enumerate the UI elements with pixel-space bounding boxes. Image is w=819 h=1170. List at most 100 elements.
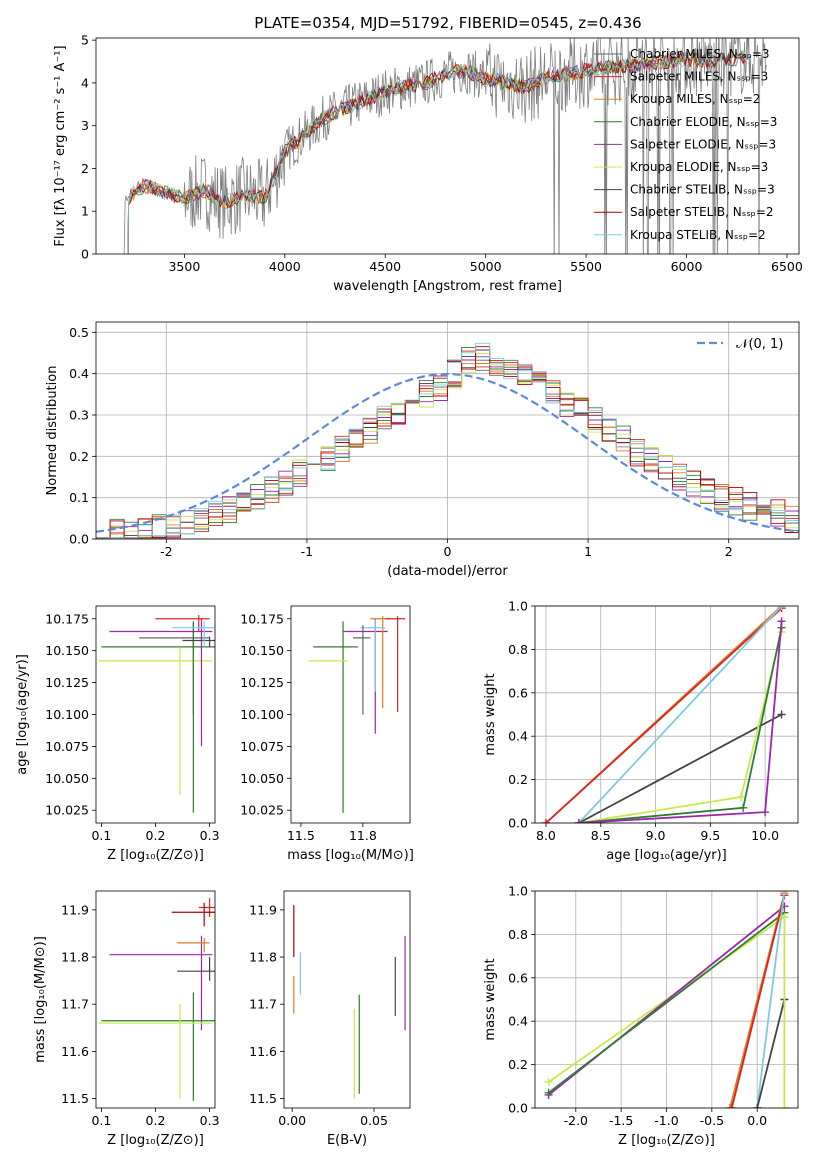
mass-weight-marker bbox=[725, 1104, 734, 1108]
y-tick-label: 0 bbox=[81, 247, 89, 262]
x-tick-label: 1 bbox=[584, 544, 592, 559]
y-tick-label: 1.0 bbox=[508, 884, 528, 899]
y-tick-label: 5 bbox=[81, 33, 89, 48]
y-tick-label: 10.025 bbox=[45, 803, 89, 818]
mass-weight-line bbox=[545, 607, 783, 823]
panel-mass-weight-vs-age: 8.0 8.5 9.0 9.5 10.0 0.0 0.2 0.4 0.6 0.8 1.0 age [l… bbox=[483, 599, 799, 863]
x-tick-label: -1 bbox=[301, 544, 313, 559]
axes-border bbox=[534, 605, 799, 824]
axes-frame: 11.5 11.8 10.025 10.050 10.075 10.100 10.125 10… bbox=[240, 605, 414, 863]
mass-weight-marker bbox=[777, 617, 786, 626]
mass-weight-line bbox=[756, 999, 786, 1108]
y-tick-label: 0.5 bbox=[69, 325, 89, 340]
axes-frame: 3500 4000 4500 5000 5500 6000 6500 0 1 2 3 4 5 wavele… bbox=[53, 33, 803, 294]
y-axis-label: Flux [fλ 10⁻¹⁷ erg cm⁻² s⁻¹ A⁻¹] bbox=[53, 45, 68, 246]
x-tick-label: 6500 bbox=[771, 259, 803, 274]
y-tick-label: 0.1 bbox=[69, 490, 89, 505]
x-tick-label: 8.5 bbox=[591, 828, 611, 843]
y-tick-label: 11.6 bbox=[61, 1044, 89, 1059]
mass-weight-marker bbox=[761, 808, 770, 817]
legend-label: Chabrier STELIB, Nₛₛₚ=3 bbox=[630, 183, 775, 197]
y-tick-label: 10.075 bbox=[45, 739, 89, 754]
y-axis-label: Normed distribution bbox=[45, 366, 60, 496]
x-tick-label: 0 bbox=[444, 544, 452, 559]
mass-weight-line bbox=[578, 627, 783, 823]
x-tick-label: -1.5 bbox=[609, 1113, 633, 1128]
y-tick-label: 10.125 bbox=[45, 675, 89, 690]
y-tick-label: 0.0 bbox=[508, 1101, 528, 1116]
y-tick-label: 10.050 bbox=[240, 771, 284, 786]
x-tick-label: -2 bbox=[160, 544, 172, 559]
y-tick-label: 0.6 bbox=[508, 970, 528, 985]
x-tick-label: -2.0 bbox=[564, 1113, 588, 1128]
x-tick-label: 5500 bbox=[570, 259, 602, 274]
plot-area bbox=[541, 606, 786, 823]
panel-age-vs-Z: 0.1 0.2 0.3 10.025 10.050 10.075 10.100 10.125 1… bbox=[15, 605, 220, 863]
x-axis-label: E(B-V) bbox=[327, 1133, 367, 1148]
y-tick-label: 0.4 bbox=[508, 1014, 528, 1029]
axes-frame: 8.0 8.5 9.0 9.5 10.0 0.0 0.2 0.4 0.6 0.8 1.0 age [l… bbox=[483, 599, 799, 863]
mass-weight-marker bbox=[737, 792, 746, 801]
y-tick-label: 11.6 bbox=[249, 1044, 277, 1059]
x-axis-label: Z [log₁₀(Z/Z⊙)] bbox=[107, 1133, 204, 1148]
x-tick-label: 6000 bbox=[671, 259, 703, 274]
mass-weight-line bbox=[578, 621, 783, 823]
axes-border bbox=[95, 890, 216, 1109]
mass-weight-marker bbox=[544, 1088, 553, 1097]
grid bbox=[535, 605, 798, 824]
panel-mass-vs-Z: 0.1 0.2 0.3 11.5 11.6 11.7 11.8 11.9 Z [log₁₀(Z/… bbox=[33, 890, 220, 1148]
plot-area bbox=[308, 616, 406, 813]
x-tick-label: 0.1 bbox=[91, 1113, 111, 1128]
x-tick-label: 0.3 bbox=[200, 1113, 220, 1128]
plot-area bbox=[123, 38, 767, 254]
panel-age-vs-mass: 11.5 11.8 10.025 10.050 10.075 10.100 10.125 10… bbox=[240, 605, 414, 863]
mass-weight-line bbox=[578, 713, 783, 823]
x-tick-label: 0.2 bbox=[146, 1113, 166, 1128]
mass-weight-marker bbox=[727, 1104, 736, 1108]
plot-area bbox=[98, 614, 215, 813]
y-tick-label: 11.7 bbox=[61, 997, 89, 1012]
legend-label: Kroupa MILES, Nₛₛₚ=2 bbox=[630, 92, 760, 106]
mass-weight-marker bbox=[780, 913, 789, 922]
y-tick-label: 11.7 bbox=[249, 997, 277, 1012]
legend-label: Chabrier ELODIE, Nₛₛₚ=3 bbox=[630, 115, 777, 129]
plot-area bbox=[544, 891, 789, 1108]
mass-weight-line bbox=[578, 606, 783, 823]
y-axis-label: mass weight bbox=[483, 958, 498, 1040]
mass-weight-marker bbox=[780, 891, 789, 895]
x-tick-label: 0.0 bbox=[747, 1113, 767, 1128]
mass-weight-line bbox=[756, 891, 786, 1108]
axes-border bbox=[290, 605, 411, 824]
mass-weight-marker bbox=[777, 606, 786, 610]
y-axis-label: mass weight bbox=[483, 673, 498, 755]
y-tick-label: 0.8 bbox=[508, 642, 528, 657]
x-tick-label: 10.0 bbox=[751, 828, 779, 843]
mass-weight-marker bbox=[777, 710, 786, 719]
y-tick-label: 10.175 bbox=[45, 611, 89, 626]
x-tick-label: 4000 bbox=[269, 259, 301, 274]
y-axis-label: age [log₁₀(age/yr)] bbox=[15, 654, 30, 775]
mass-weight-marker bbox=[739, 803, 748, 812]
normal-curve bbox=[96, 372, 799, 533]
y-tick-label: 0.2 bbox=[508, 772, 528, 787]
legend-label: Salpeter ELODIE, Nₛₛₚ=3 bbox=[630, 137, 776, 151]
y-tick-label: 10.175 bbox=[240, 611, 284, 626]
axes-frame: 0.1 0.2 0.3 10.025 10.050 10.075 10.100 10.125 1… bbox=[15, 605, 220, 863]
model-spectrum bbox=[127, 49, 747, 254]
legend-label: Salpeter STELIB, Nₛₛₚ=2 bbox=[630, 205, 774, 219]
y-tick-label: 0.4 bbox=[508, 729, 528, 744]
axes-border bbox=[95, 37, 800, 255]
observed-spectrum bbox=[123, 38, 767, 254]
mass-weight-marker bbox=[574, 819, 583, 823]
x-tick-label: 4500 bbox=[369, 259, 401, 274]
plot-area bbox=[293, 905, 406, 1099]
mass-weight-marker bbox=[753, 1104, 762, 1108]
mass-weight-line bbox=[578, 631, 783, 823]
x-tick-label: 8.0 bbox=[536, 828, 556, 843]
x-tick-label: -1.0 bbox=[654, 1113, 678, 1128]
y-tick-label: 3 bbox=[81, 118, 89, 133]
x-tick-label: -0.5 bbox=[700, 1113, 724, 1128]
x-axis-label: mass [log₁₀(M/M⊙)] bbox=[287, 848, 414, 863]
y-tick-label: 11.5 bbox=[61, 1091, 89, 1106]
y-tick-label: 2 bbox=[81, 161, 89, 176]
